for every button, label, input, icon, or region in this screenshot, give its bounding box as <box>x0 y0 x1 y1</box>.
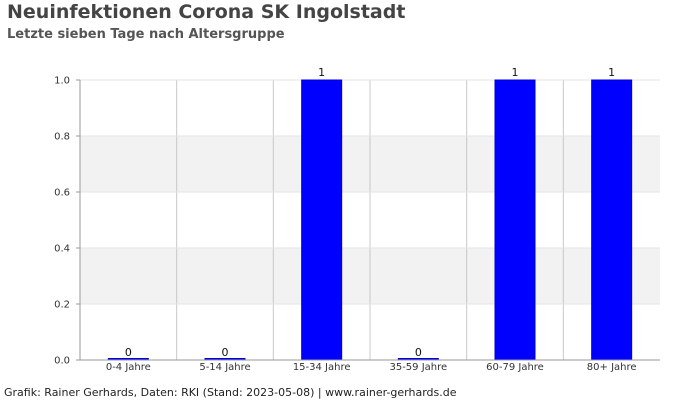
y-tick-label: 0.2 <box>54 300 70 311</box>
y-tick-label: 0.8 <box>54 132 70 143</box>
bar-2 <box>301 79 343 361</box>
x-tick-label: 15-34 Jahre <box>293 362 351 373</box>
x-tick-label: 0-4 Jahre <box>106 362 151 373</box>
x-tick-label: 35-59 Jahre <box>389 362 447 373</box>
data-label: 0 <box>125 346 132 359</box>
footer-credit: Grafik: Rainer Gerhards, Daten: RKI (Sta… <box>4 386 457 399</box>
data-label: 1 <box>318 66 325 79</box>
x-tick-label: 5-14 Jahre <box>199 362 250 373</box>
data-labels: 0 0 1 0 1 1 <box>125 66 615 359</box>
axes <box>79 80 660 361</box>
data-label: 0 <box>415 346 422 359</box>
x-tick-label: 80+ Jahre <box>587 362 637 373</box>
bar-4 <box>494 79 536 361</box>
y-tick-label: 1.0 <box>54 76 70 87</box>
chart-title: Neuinfektionen Corona SK Ingolstadt <box>7 1 406 23</box>
y-tick-label: 0.0 <box>54 356 70 367</box>
data-label: 0 <box>222 346 229 359</box>
y-tick-label: 0.6 <box>54 188 70 199</box>
vertical-gridlines <box>176 80 564 360</box>
bar-5 <box>591 79 633 361</box>
y-tick-labels: 0.0 0.2 0.4 0.6 0.8 1.0 <box>54 76 80 367</box>
x-tick-labels: 0-4 Jahre 5-14 Jahre 15-34 Jahre 35-59 Jahr… <box>106 362 637 373</box>
data-label: 1 <box>608 66 615 79</box>
y-tick-label: 0.4 <box>54 244 70 255</box>
bars <box>107 79 633 361</box>
data-label: 1 <box>512 66 519 79</box>
chart-subtitle: Letzte sieben Tage nach Altersgruppe <box>7 27 285 42</box>
x-tick-label: 60-79 Jahre <box>486 362 544 373</box>
